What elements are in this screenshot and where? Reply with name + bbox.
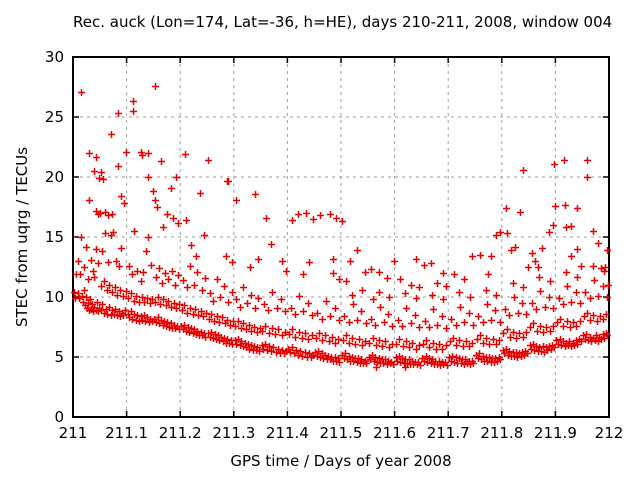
y-tick-label: 25 xyxy=(45,108,64,126)
x-tick-label: 211.4 xyxy=(266,424,309,442)
x-tick-label: 211.6 xyxy=(373,424,416,442)
x-tick-label: 211.7 xyxy=(427,424,470,442)
y-tick-label: 15 xyxy=(45,228,64,246)
x-tick-label: 211.8 xyxy=(480,424,523,442)
x-tick-label: 211.3 xyxy=(212,424,255,442)
y-tick-label: 20 xyxy=(45,168,64,186)
x-tick-label: 211.1 xyxy=(105,424,148,442)
y-tick-label: 10 xyxy=(45,288,64,306)
chart-title: Rec. auck (Lon=174, Lat=-36, h=HE), days… xyxy=(73,13,613,31)
x-tick-label: 211 xyxy=(59,424,88,442)
x-tick-label: 211.2 xyxy=(159,424,202,442)
scatter-points xyxy=(71,83,612,371)
x-axis-label: GPS time / Days of year 2008 xyxy=(230,452,452,470)
y-tick-label: 30 xyxy=(45,48,64,66)
x-tick-label: 211.5 xyxy=(320,424,363,442)
y-tick-label: 5 xyxy=(54,348,64,366)
y-tick-label: 0 xyxy=(54,408,64,426)
x-tick-label: 211.9 xyxy=(534,424,577,442)
x-tick-label: 212 xyxy=(595,424,624,442)
